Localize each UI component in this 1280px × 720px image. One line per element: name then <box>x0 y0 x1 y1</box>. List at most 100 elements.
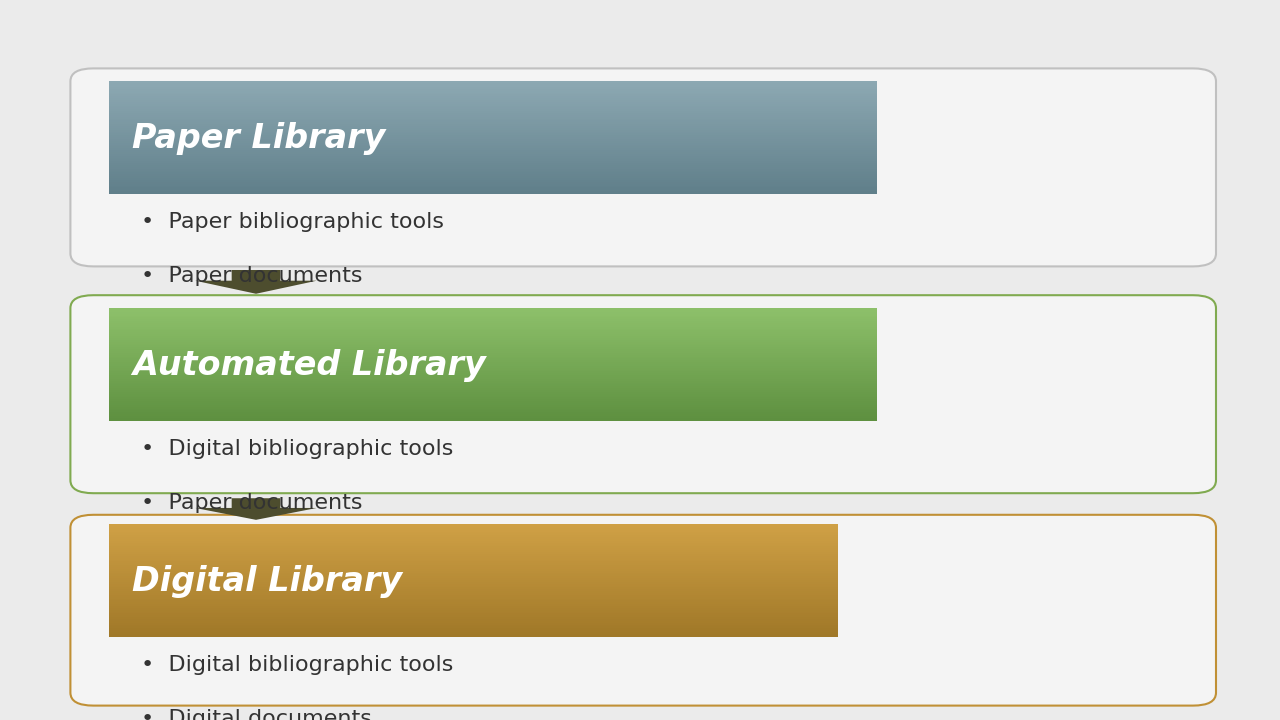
Bar <box>109 616 838 618</box>
Bar <box>109 534 838 537</box>
Bar <box>109 106 877 109</box>
Bar <box>109 113 877 116</box>
Bar <box>109 356 877 360</box>
Bar <box>109 597 838 600</box>
Bar <box>109 81 877 85</box>
Bar <box>109 582 838 585</box>
Bar <box>109 576 838 580</box>
Bar <box>109 165 877 168</box>
Bar <box>109 122 877 125</box>
Bar <box>109 559 838 563</box>
Bar <box>109 375 877 379</box>
Bar <box>109 338 877 341</box>
Bar <box>109 392 877 395</box>
Bar <box>109 582 838 585</box>
Bar <box>109 156 877 159</box>
Bar <box>109 355 877 358</box>
Bar <box>109 109 877 112</box>
Bar <box>109 563 838 567</box>
Bar <box>109 634 838 637</box>
Bar <box>109 87 877 90</box>
Bar <box>109 571 838 574</box>
Bar <box>109 312 877 315</box>
Bar <box>109 416 877 419</box>
Bar <box>109 584 838 587</box>
Text: Paper Library: Paper Library <box>132 122 385 155</box>
Bar <box>109 381 877 384</box>
Bar <box>109 321 877 325</box>
Bar <box>109 368 877 371</box>
Bar <box>109 128 877 131</box>
Bar <box>109 392 877 395</box>
Bar <box>109 623 838 626</box>
Bar <box>109 186 877 189</box>
Bar <box>109 414 877 418</box>
Bar <box>109 111 877 114</box>
Bar <box>109 377 877 380</box>
Bar <box>109 184 877 187</box>
Bar <box>109 632 838 635</box>
Bar <box>109 531 838 535</box>
Bar <box>109 381 877 384</box>
Bar <box>109 593 838 596</box>
Bar <box>109 152 877 156</box>
Bar <box>109 409 877 412</box>
Bar <box>109 610 838 613</box>
Bar <box>109 91 877 94</box>
Bar <box>109 152 877 156</box>
Bar <box>109 334 877 338</box>
Bar <box>109 314 877 317</box>
Bar <box>109 554 838 557</box>
Bar <box>109 589 838 593</box>
Bar <box>109 117 877 120</box>
Bar <box>109 563 838 567</box>
Bar <box>109 397 877 401</box>
Bar <box>109 323 877 326</box>
Bar <box>109 528 838 531</box>
Bar <box>109 388 877 392</box>
Bar <box>109 362 877 366</box>
Bar <box>109 92 877 96</box>
Bar <box>109 569 838 572</box>
Bar <box>109 340 877 343</box>
Bar <box>109 91 877 94</box>
Bar <box>109 89 877 92</box>
FancyBboxPatch shape <box>70 295 1216 493</box>
Bar <box>109 565 838 568</box>
Bar <box>109 401 877 405</box>
Bar <box>109 369 877 373</box>
Bar <box>109 347 877 351</box>
Bar <box>109 552 838 555</box>
Bar <box>109 342 877 345</box>
Bar <box>109 334 877 338</box>
Bar <box>109 360 877 364</box>
Bar <box>109 569 838 572</box>
Bar <box>109 356 877 360</box>
Bar <box>109 388 877 392</box>
Bar <box>109 347 877 351</box>
Bar <box>109 133 877 137</box>
Bar <box>109 191 877 194</box>
FancyBboxPatch shape <box>70 515 1216 706</box>
Bar <box>109 163 877 166</box>
Bar <box>109 349 877 352</box>
Bar <box>109 106 877 109</box>
Bar <box>109 189 877 192</box>
Bar <box>109 132 877 135</box>
Bar <box>109 109 877 112</box>
Bar <box>109 597 838 600</box>
Bar <box>109 567 838 570</box>
Bar <box>109 346 877 348</box>
Text: •  Digital bibliographic tools: • Digital bibliographic tools <box>141 655 453 675</box>
Bar <box>109 154 877 157</box>
Bar <box>109 338 877 341</box>
Bar <box>109 102 877 105</box>
Bar <box>109 336 877 339</box>
Bar <box>109 541 838 544</box>
Bar <box>109 591 838 595</box>
Bar <box>109 124 877 127</box>
Bar <box>109 382 877 386</box>
Bar <box>109 606 838 609</box>
Bar <box>109 133 877 137</box>
Bar <box>109 137 877 140</box>
